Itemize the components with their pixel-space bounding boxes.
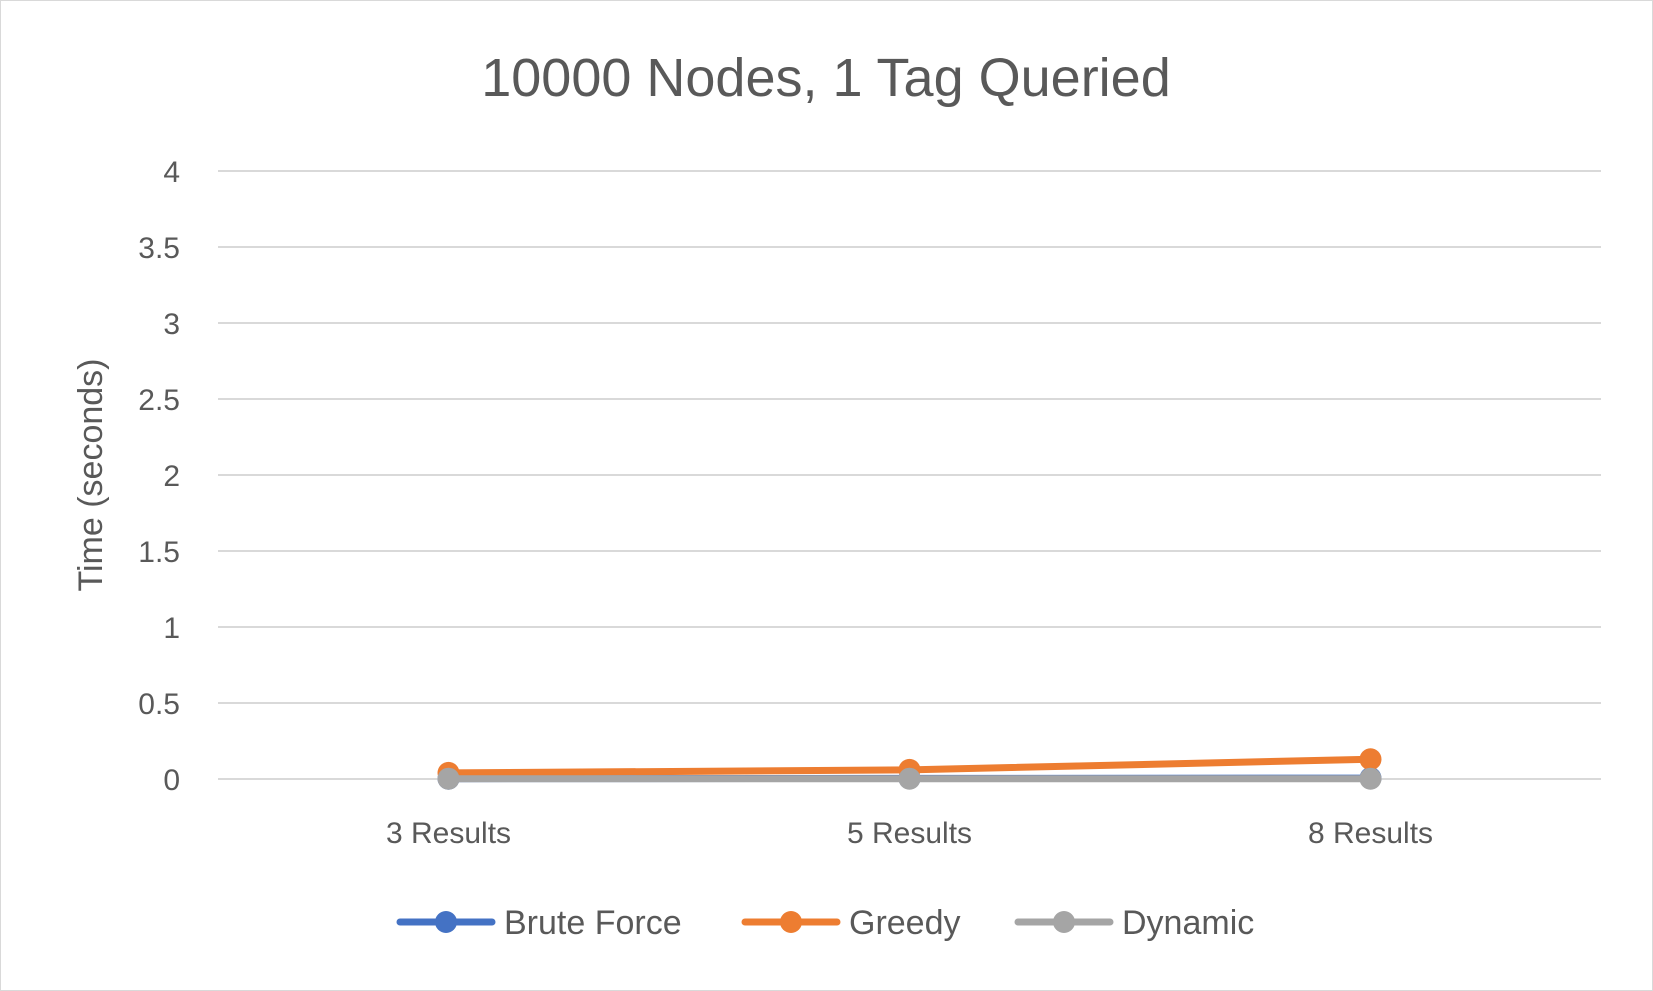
chart-title: 10000 Nodes, 1 Tag Queried xyxy=(481,48,1171,108)
y-tick-label: 2 xyxy=(163,460,180,493)
data-point xyxy=(1359,748,1382,771)
y-tick-label: 1 xyxy=(163,612,180,645)
gridlines xyxy=(218,170,1601,780)
legend-swatch-marker xyxy=(435,911,457,933)
legend-label: Greedy xyxy=(849,904,961,942)
y-axis-ticks: 0 0.5 1 1.5 2 2.5 3 3.5 4 xyxy=(138,156,180,797)
y-tick-label: 2.5 xyxy=(138,384,180,417)
legend-label: Brute Force xyxy=(504,904,682,942)
y-tick-label: 0 xyxy=(163,764,180,797)
legend-item: Dynamic xyxy=(1014,904,1254,942)
data-point xyxy=(1359,767,1382,790)
y-tick-label: 0.5 xyxy=(138,688,180,721)
x-tick-label: 8 Results xyxy=(1308,817,1433,850)
series-group xyxy=(437,748,1382,790)
y-tick-label: 3 xyxy=(163,308,180,341)
x-tick-label: 3 Results xyxy=(386,817,511,850)
data-point xyxy=(898,767,921,790)
x-tick-label: 5 Results xyxy=(847,817,972,850)
x-axis-ticks: 3 Results 5 Results 8 Results xyxy=(386,817,1433,850)
legend-label: Dynamic xyxy=(1122,904,1254,942)
y-tick-label: 1.5 xyxy=(138,536,180,569)
data-point xyxy=(437,767,460,790)
y-tick-label: 4 xyxy=(163,156,180,189)
legend-item: Brute Force xyxy=(396,904,682,942)
legend-swatch-marker xyxy=(780,911,802,933)
y-axis-title: Time (seconds) xyxy=(72,358,110,591)
series-dynamic xyxy=(437,767,1382,790)
legend-swatch-marker xyxy=(1053,911,1075,933)
legend-item: Greedy xyxy=(741,904,961,942)
legend: Brute Force Greedy Dynamic xyxy=(396,904,1254,942)
y-tick-label: 3.5 xyxy=(138,232,180,265)
